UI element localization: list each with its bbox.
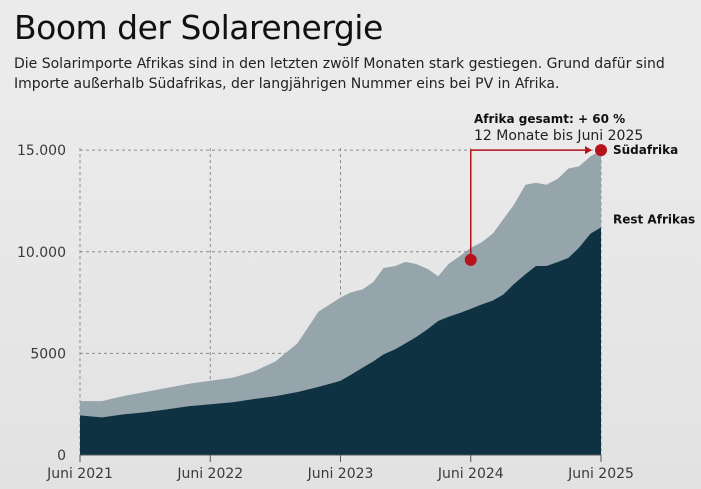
series-area-suedafrika xyxy=(80,150,601,418)
annotation-line xyxy=(470,149,591,260)
x-tick-label: Juni 2025 xyxy=(567,466,634,482)
x-tick-label: Juni 2022 xyxy=(176,466,243,482)
x-tick-label: Juni 2021 xyxy=(46,466,113,482)
series-area-rest-afrikas xyxy=(80,227,601,455)
page-subtitle: Die Solarimporte Afrikas sind in den let… xyxy=(14,56,665,92)
x-tick-label: Juni 2023 xyxy=(307,466,374,482)
annotation-start-dot xyxy=(464,253,477,266)
y-tick-label: 0 xyxy=(57,448,66,464)
y-tick-label: 5000 xyxy=(30,346,66,362)
page-title: Boom der Solarenergie xyxy=(14,8,383,47)
y-tick-label: 10.000 xyxy=(17,245,66,261)
series-label-suedafrika: Südafrika xyxy=(613,143,678,157)
annotation-subtitle: 12 Monate bis Juni 2025 xyxy=(474,128,643,144)
annotation-title: Afrika gesamt: + 60 % xyxy=(474,112,625,126)
axes: 0 5000 10.000 15.000 Juni 2021 Juni 2022 Juni … xyxy=(17,143,634,482)
y-tick-label: 15.000 xyxy=(17,143,66,159)
labels: Südafrika Rest Afrikas xyxy=(613,143,695,226)
series-label-rest-afrikas: Rest Afrikas xyxy=(613,212,695,226)
annotation-end-dot xyxy=(595,144,607,157)
areas xyxy=(80,150,601,455)
annotation-arrowhead xyxy=(585,146,592,155)
x-tick-label: Juni 2024 xyxy=(437,466,504,482)
annotation: Afrika gesamt: + 60 % 12 Monate bis Juni … xyxy=(464,112,643,266)
